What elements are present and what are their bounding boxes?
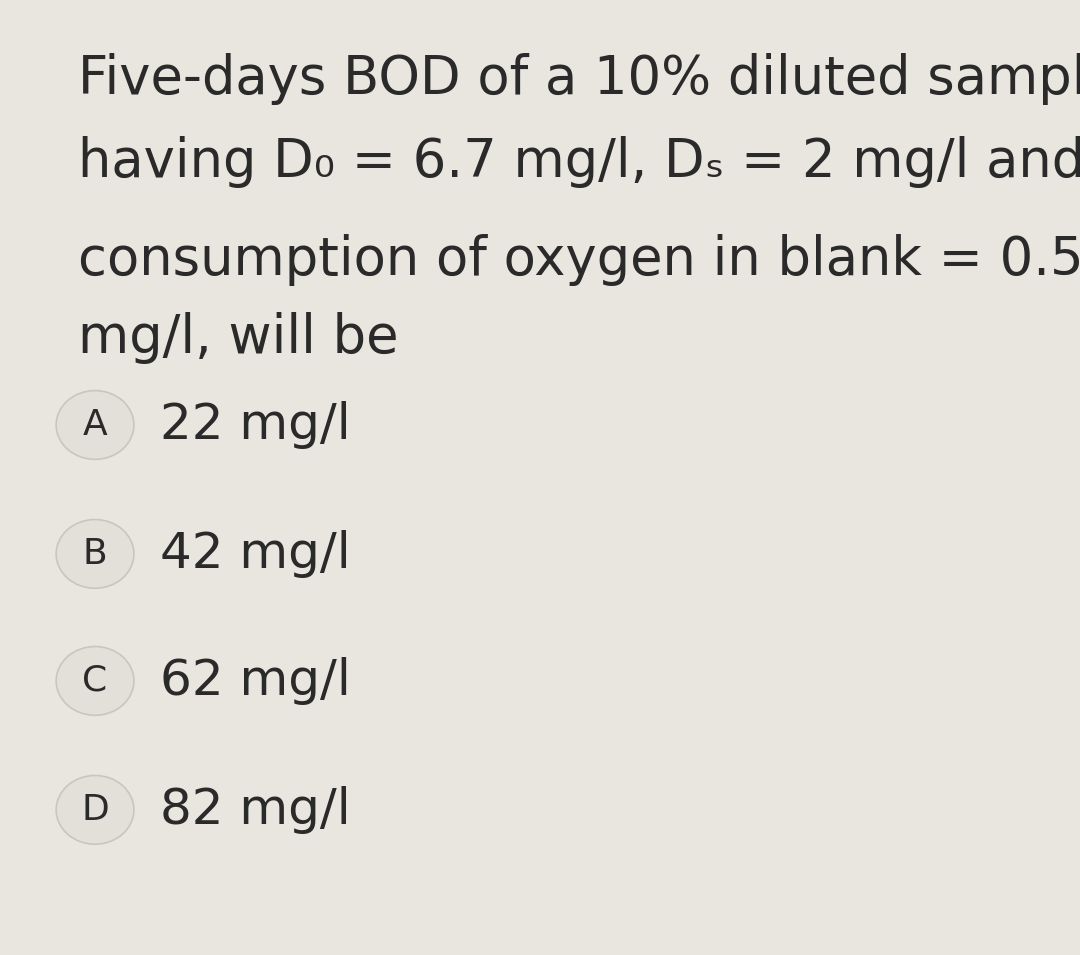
- Circle shape: [56, 775, 134, 844]
- Text: A: A: [83, 408, 107, 442]
- Text: Five-days BOD of a 10% diluted sample: Five-days BOD of a 10% diluted sample: [78, 53, 1080, 104]
- Circle shape: [56, 520, 134, 588]
- Text: mg/l, will be: mg/l, will be: [78, 312, 399, 364]
- Text: C: C: [82, 664, 108, 698]
- Text: B: B: [83, 537, 107, 571]
- Text: 42 mg/l: 42 mg/l: [160, 530, 351, 578]
- Text: 82 mg/l: 82 mg/l: [160, 786, 351, 834]
- Text: consumption of oxygen in blank = 0.5: consumption of oxygen in blank = 0.5: [78, 234, 1080, 286]
- Text: 62 mg/l: 62 mg/l: [160, 657, 351, 705]
- Text: 22 mg/l: 22 mg/l: [160, 401, 351, 449]
- Circle shape: [56, 647, 134, 715]
- Text: D: D: [81, 793, 109, 827]
- Text: having D₀ = 6.7 mg/l, Dₛ = 2 mg/l and: having D₀ = 6.7 mg/l, Dₛ = 2 mg/l and: [78, 136, 1080, 187]
- Circle shape: [56, 391, 134, 459]
